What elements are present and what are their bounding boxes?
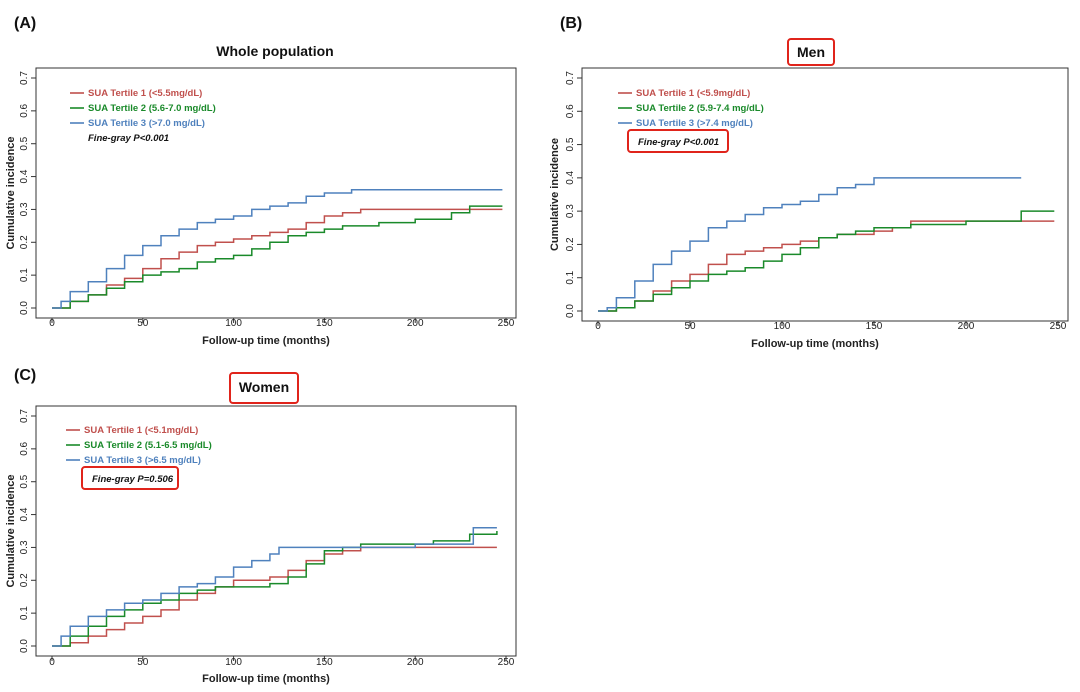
legend-label-tertile-2: SUA Tertile 2 (5.1-6.5 mg/dL) [84, 440, 212, 451]
x-tick-label: 50 [137, 318, 149, 329]
plot-frame [35, 405, 517, 657]
legend-label-tertile-2: SUA Tertile 2 (5.6-7.0 mg/dL) [88, 103, 216, 114]
y-tick-label: 0.6 [19, 103, 30, 117]
legend-label-tertile-3: SUA Tertile 3 (>7.0 mg/dL) [88, 118, 205, 129]
series-line-tertile-2 [598, 210, 1055, 312]
x-tick-label: 150 [316, 657, 333, 668]
legend-label-tertile-1: SUA Tertile 1 (<5.9mg/dL) [636, 88, 750, 99]
y-tick-label: 0.7 [565, 71, 576, 85]
y-tick-label: 0.2 [19, 235, 30, 249]
pvalue-annotation: Fine-gray P<0.001 [88, 133, 169, 144]
panel-label: (A) [14, 15, 36, 32]
x-tick-label: 150 [866, 321, 883, 332]
x-tick-label: 250 [1050, 321, 1067, 332]
y-tick-label: 0.4 [19, 169, 30, 183]
series-line-tertile-2 [52, 205, 503, 309]
series-line-tertile-1 [598, 220, 1055, 312]
chart-panel-3: (C) Women 0.0 0.1 0.2 0.3 0.4 0.5 0.6 0.7 0 50 100 15… [5, 367, 517, 685]
x-tick-label: 200 [407, 318, 424, 329]
y-tick-label: 0.4 [565, 170, 576, 184]
y-tick-label: 0.1 [565, 270, 576, 284]
y-tick-label: 0.5 [19, 136, 30, 150]
x-tick-label: 100 [774, 321, 791, 332]
pvalue-highlight-box [627, 129, 729, 153]
y-tick-label: 0.6 [565, 104, 576, 118]
x-tick-label: 150 [316, 318, 333, 329]
series-line-tertile-2 [52, 531, 498, 647]
pvalue-annotation: Fine-gray P=0.506 [92, 474, 174, 485]
title-highlight-box [229, 372, 299, 404]
y-tick-label: 0.5 [565, 137, 576, 151]
series-line-tertile-3 [52, 188, 503, 309]
series-line-tertile-3 [598, 177, 1022, 312]
series-line-tertile-1 [52, 208, 503, 309]
x-tick-label: 100 [225, 318, 242, 329]
y-tick-label: 0.4 [19, 507, 30, 521]
y-tick-label: 0.2 [565, 237, 576, 251]
title-highlight-box [787, 38, 835, 66]
x-tick-label: 100 [225, 657, 242, 668]
x-tick-label: 0 [49, 318, 55, 329]
plot-frame [35, 67, 517, 319]
x-axis-title: Follow-up time (months) [202, 673, 330, 685]
legend-label-tertile-1: SUA Tertile 1 (<5.5mg/dL) [88, 88, 202, 99]
y-tick-label: 0.7 [19, 71, 30, 85]
series-line-tertile-1 [52, 546, 497, 647]
chart-panel-1: (A) Whole population 0.0 0.1 0.2 0.3 0.4 0.5 0.6… [5, 15, 517, 347]
chart-panel-2: (B) Men 0.0 0.1 0.2 0.3 0.4 0.5 0.6 0.7 0 50 100 150 2… [549, 15, 1069, 350]
x-tick-label: 200 [958, 321, 975, 332]
x-tick-label: 250 [498, 657, 515, 668]
y-tick-label: 0.6 [19, 441, 30, 455]
y-tick-label: 0.5 [19, 474, 30, 488]
y-tick-label: 0.0 [19, 639, 30, 653]
plot-frame [581, 67, 1069, 322]
panel-label: (B) [560, 15, 582, 32]
x-tick-label: 0 [595, 321, 601, 332]
y-tick-label: 0.7 [19, 409, 30, 423]
y-tick-label: 0.0 [565, 304, 576, 318]
x-tick-label: 200 [407, 657, 424, 668]
y-tick-label: 0.1 [19, 268, 30, 282]
y-tick-label: 0.2 [19, 573, 30, 587]
y-tick-label: 0.3 [19, 202, 30, 216]
y-tick-label: 0.3 [565, 204, 576, 218]
chart-title: Men [797, 44, 825, 60]
pvalue-highlight-box [81, 466, 179, 490]
legend-label-tertile-3: SUA Tertile 3 (>7.4 mg/dL) [636, 118, 753, 129]
x-axis-title: Follow-up time (months) [751, 338, 879, 350]
y-axis-title: Cumulative incidence [5, 136, 17, 249]
y-tick-label: 0.0 [19, 301, 30, 315]
y-axis-title: Cumulative incidence [5, 474, 17, 587]
x-tick-label: 250 [498, 318, 515, 329]
y-tick-label: 0.1 [19, 606, 30, 620]
panel-label: (C) [14, 367, 36, 384]
series-line-tertile-3 [52, 526, 497, 647]
legend-label-tertile-2: SUA Tertile 2 (5.9-7.4 mg/dL) [636, 103, 764, 114]
x-tick-label: 0 [49, 657, 55, 668]
legend-label-tertile-3: SUA Tertile 3 (>6.5 mg/dL) [84, 455, 201, 466]
x-axis-title: Follow-up time (months) [202, 335, 330, 347]
y-tick-label: 0.3 [19, 540, 30, 554]
legend-label-tertile-1: SUA Tertile 1 (<5.1mg/dL) [84, 425, 198, 436]
pvalue-annotation: Fine-gray P<0.001 [638, 137, 719, 148]
x-tick-label: 50 [137, 657, 149, 668]
x-tick-label: 50 [684, 321, 696, 332]
y-axis-title: Cumulative incidence [549, 138, 561, 251]
chart-title: Women [239, 379, 289, 395]
chart-title: Whole population [216, 43, 333, 59]
